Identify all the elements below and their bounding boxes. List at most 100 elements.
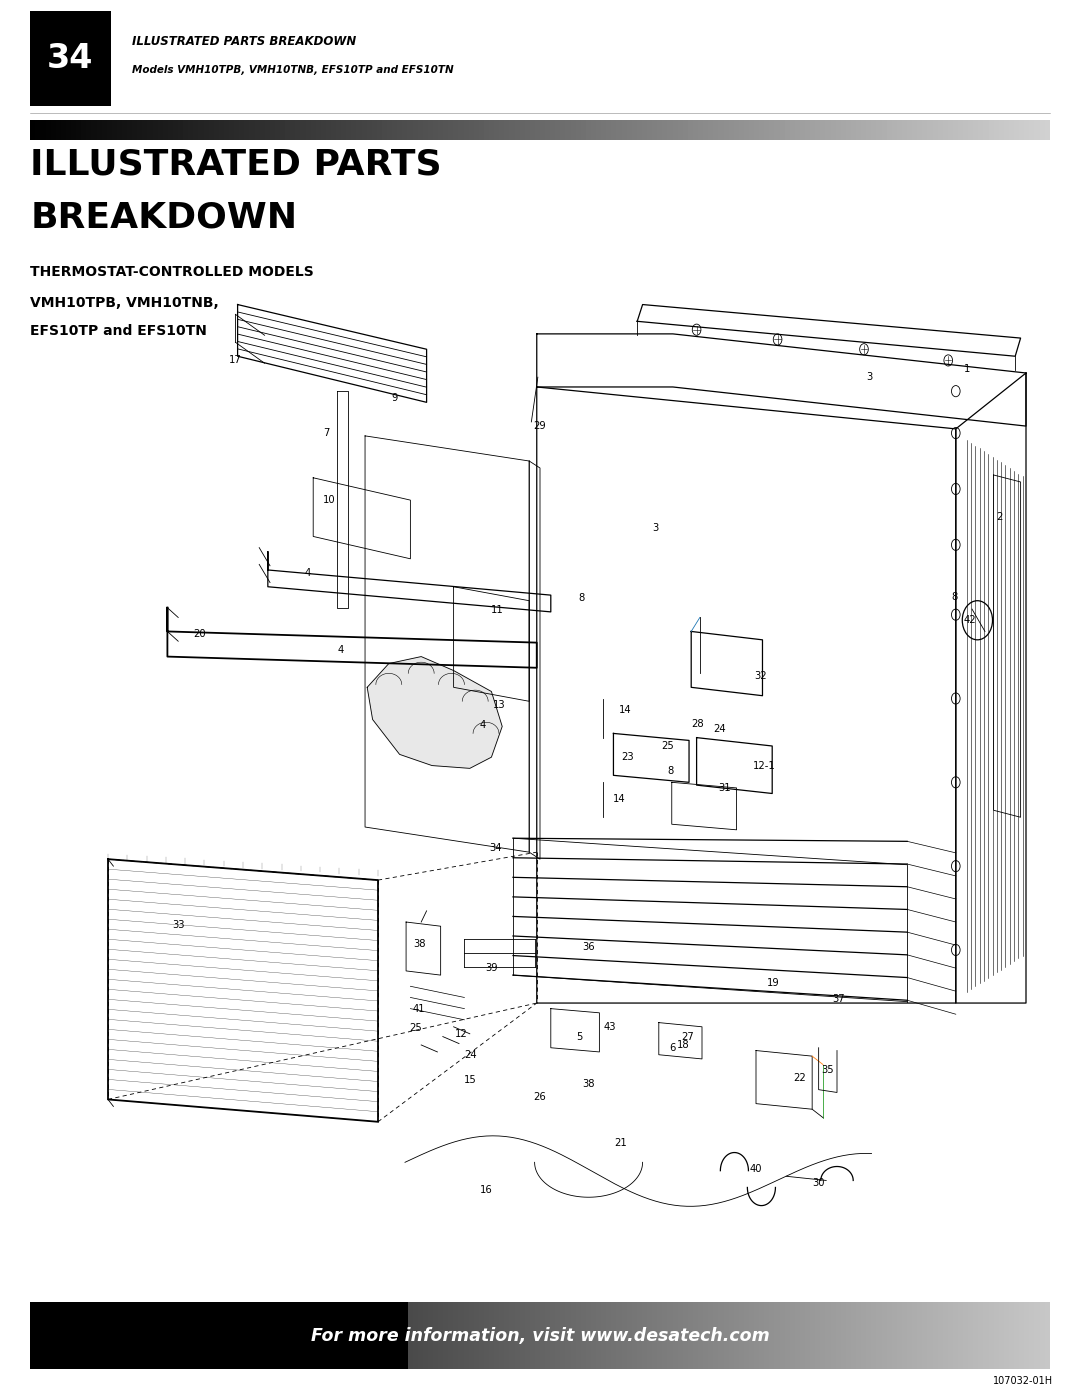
Bar — [780, 120, 785, 140]
Bar — [478, 1302, 484, 1369]
Bar — [454, 1302, 458, 1369]
Bar — [744, 1302, 750, 1369]
Bar — [163, 1302, 167, 1369]
Bar — [315, 1302, 321, 1369]
Bar — [270, 1302, 275, 1369]
Bar — [341, 120, 347, 140]
Bar — [729, 120, 733, 140]
Bar — [856, 120, 861, 140]
Bar — [866, 120, 872, 140]
Text: 6: 6 — [670, 1042, 676, 1053]
Bar — [387, 120, 392, 140]
Bar — [750, 1302, 754, 1369]
Bar — [259, 1302, 265, 1369]
Text: 27: 27 — [681, 1031, 694, 1042]
Bar — [30, 11, 111, 106]
Bar — [585, 1302, 591, 1369]
Bar — [881, 120, 887, 140]
Bar — [448, 1302, 454, 1369]
Bar — [866, 1302, 872, 1369]
Bar — [647, 1302, 652, 1369]
Bar — [963, 120, 968, 140]
Bar — [693, 1302, 698, 1369]
Bar — [56, 1302, 60, 1369]
Bar — [36, 120, 40, 140]
Bar — [167, 120, 173, 140]
Bar — [1040, 1302, 1044, 1369]
Bar — [973, 1302, 978, 1369]
Bar — [698, 1302, 703, 1369]
Text: 29: 29 — [534, 420, 546, 432]
Bar — [887, 120, 892, 140]
Bar — [428, 1302, 433, 1369]
Bar — [596, 120, 602, 140]
Bar — [1020, 120, 1024, 140]
Text: 23: 23 — [621, 752, 634, 763]
Text: 7: 7 — [323, 427, 329, 439]
Bar — [550, 120, 555, 140]
Bar — [902, 1302, 907, 1369]
Bar — [326, 1302, 330, 1369]
Bar — [407, 1302, 413, 1369]
Bar — [896, 120, 902, 140]
Bar — [76, 1302, 81, 1369]
Text: 16: 16 — [480, 1185, 492, 1196]
Bar — [321, 120, 326, 140]
Bar — [765, 1302, 769, 1369]
Bar — [330, 1302, 336, 1369]
Bar — [785, 120, 789, 140]
Bar — [825, 120, 831, 140]
Text: 41: 41 — [413, 1003, 426, 1014]
Bar — [877, 120, 881, 140]
Text: 5: 5 — [576, 1031, 582, 1042]
Bar — [321, 1302, 326, 1369]
Bar — [754, 1302, 759, 1369]
Bar — [968, 120, 973, 140]
Bar — [413, 1302, 418, 1369]
Bar — [846, 120, 851, 140]
Bar — [510, 1302, 514, 1369]
Bar — [173, 120, 178, 140]
Bar — [255, 120, 259, 140]
Text: VMH10TPB, VMH10TNB,: VMH10TPB, VMH10TNB, — [30, 296, 219, 310]
Bar — [291, 120, 295, 140]
Text: Models VMH10TPB, VMH10TNB, EFS10TP and EFS10TN: Models VMH10TPB, VMH10TNB, EFS10TP and E… — [132, 64, 454, 75]
Bar — [152, 1302, 158, 1369]
Bar — [851, 1302, 856, 1369]
Bar — [240, 1302, 244, 1369]
Bar — [137, 1302, 143, 1369]
Bar — [265, 1302, 270, 1369]
Bar — [896, 1302, 902, 1369]
Bar — [295, 1302, 300, 1369]
Bar — [617, 1302, 622, 1369]
Bar — [275, 120, 280, 140]
Bar — [1029, 120, 1035, 140]
Bar — [821, 120, 825, 140]
Bar — [928, 1302, 932, 1369]
Bar — [652, 1302, 658, 1369]
Bar — [255, 1302, 259, 1369]
Bar — [693, 120, 698, 140]
Bar — [351, 1302, 356, 1369]
Bar — [265, 120, 270, 140]
Bar — [988, 1302, 994, 1369]
Bar — [60, 120, 66, 140]
Bar — [810, 1302, 815, 1369]
Bar — [953, 120, 958, 140]
Bar — [219, 1302, 224, 1369]
Bar — [336, 120, 341, 140]
Bar — [184, 1302, 188, 1369]
Bar — [800, 120, 805, 140]
Text: 12-1: 12-1 — [753, 760, 777, 771]
Bar — [188, 1302, 193, 1369]
Text: 31: 31 — [718, 782, 731, 793]
Bar — [107, 1302, 112, 1369]
Bar — [913, 1302, 917, 1369]
Bar — [545, 120, 550, 140]
Bar — [667, 1302, 673, 1369]
Bar — [306, 120, 311, 140]
Bar — [581, 1302, 585, 1369]
Bar — [662, 1302, 667, 1369]
Bar — [907, 120, 913, 140]
Bar — [953, 1302, 958, 1369]
